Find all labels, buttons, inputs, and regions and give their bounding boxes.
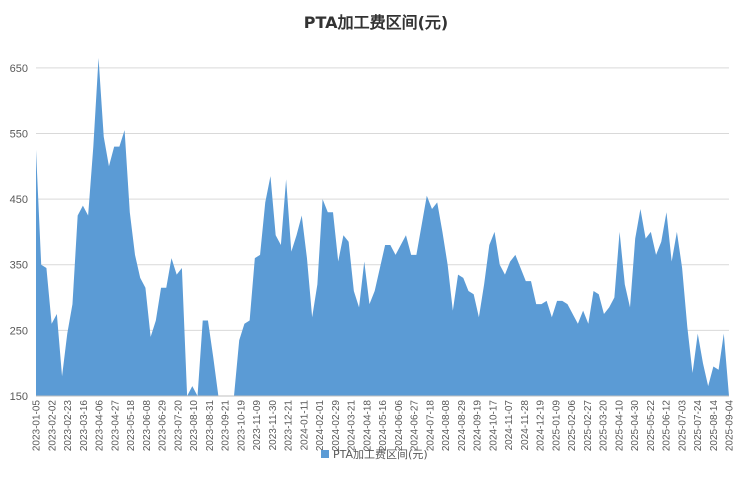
legend-swatch bbox=[321, 450, 329, 458]
x-tick-label: 2025-03-20 bbox=[599, 400, 610, 452]
x-tick-label: 2024-06-27 bbox=[410, 400, 421, 452]
x-tick-label: 2024-01-11 bbox=[299, 400, 310, 451]
x-tick-label: 2024-12-19 bbox=[536, 400, 547, 452]
x-tick-label: 2025-09-04 bbox=[725, 400, 736, 452]
x-tick-label: 2023-04-06 bbox=[95, 400, 106, 452]
x-axis-tick-labels: 2023-01-05 2023-02-02 2023-02-23 2023-03-16… bbox=[32, 400, 736, 452]
x-tick-label: 2023-02-02 bbox=[47, 400, 58, 452]
y-tick-label: 350 bbox=[10, 260, 28, 272]
x-tick-label: 2025-08-14 bbox=[709, 400, 720, 452]
x-tick-label: 2023-02-23 bbox=[63, 400, 74, 452]
x-tick-label: 2023-05-18 bbox=[126, 400, 137, 452]
x-tick-label: 2025-06-12 bbox=[662, 400, 673, 452]
x-tick-label: 2025-07-24 bbox=[693, 400, 704, 452]
x-tick-label: 2023-09-21 bbox=[221, 400, 232, 452]
x-tick-label: 2025-02-06 bbox=[567, 400, 578, 452]
x-tick-label: 2023-11-30 bbox=[268, 400, 279, 451]
x-tick-label: 2023-12-21 bbox=[284, 400, 295, 452]
x-tick-label: 2025-07-03 bbox=[677, 400, 688, 452]
x-tick-label: 2023-08-10 bbox=[189, 400, 200, 452]
area-series bbox=[36, 57, 729, 396]
legend: PTA加工费区间(元) bbox=[321, 448, 428, 461]
x-tick-label: 2024-06-06 bbox=[394, 400, 405, 452]
y-axis-tick-labels: 150 250 350 450 550 650 bbox=[10, 63, 28, 403]
x-tick-label: 2024-08-08 bbox=[441, 400, 452, 452]
x-tick-label: 2023-01-05 bbox=[32, 400, 43, 452]
x-tick-label: 2023-06-08 bbox=[142, 400, 153, 452]
x-tick-label: 2023-11-09 bbox=[252, 400, 263, 451]
x-tick-label: 2025-04-30 bbox=[630, 400, 641, 452]
y-tick-label: 450 bbox=[10, 194, 28, 206]
chart-title: PTA加工费区间(元) bbox=[304, 13, 448, 32]
x-tick-label: 2023-03-16 bbox=[79, 400, 90, 452]
x-tick-label: 2024-08-29 bbox=[457, 400, 468, 452]
x-tick-label: 2023-07-20 bbox=[173, 400, 184, 452]
x-tick-label: 2024-11-07 bbox=[504, 400, 515, 451]
y-tick-label: 650 bbox=[10, 63, 28, 75]
x-tick-label: 2025-02-27 bbox=[583, 400, 594, 452]
x-tick-label: 2025-04-10 bbox=[614, 400, 625, 452]
x-tick-label: 2025-01-09 bbox=[551, 400, 562, 452]
y-tick-label: 150 bbox=[10, 391, 28, 403]
x-tick-label: 2024-11-28 bbox=[520, 400, 531, 451]
x-tick-label: 2024-02-29 bbox=[331, 400, 342, 452]
x-tick-label: 2024-04-18 bbox=[362, 400, 373, 452]
x-tick-label: 2023-04-27 bbox=[110, 400, 121, 452]
x-tick-label: 2024-03-21 bbox=[347, 400, 358, 452]
x-tick-label: 2023-08-31 bbox=[205, 400, 216, 452]
x-tick-label: 2024-05-16 bbox=[378, 400, 389, 452]
legend-label: PTA加工费区间(元) bbox=[333, 448, 428, 461]
y-tick-label: 250 bbox=[10, 325, 28, 337]
x-tick-label: 2024-02-01 bbox=[315, 400, 326, 452]
x-tick-label: 2025-05-22 bbox=[646, 400, 657, 452]
x-tick-label: 2023-06-29 bbox=[158, 400, 169, 452]
x-tick-label: 2024-07-18 bbox=[425, 400, 436, 452]
y-tick-label: 550 bbox=[10, 128, 28, 140]
x-tick-label: 2024-10-17 bbox=[488, 400, 499, 452]
x-tick-label: 2023-10-19 bbox=[236, 400, 247, 452]
x-tick-label: 2024-09-19 bbox=[473, 400, 484, 452]
